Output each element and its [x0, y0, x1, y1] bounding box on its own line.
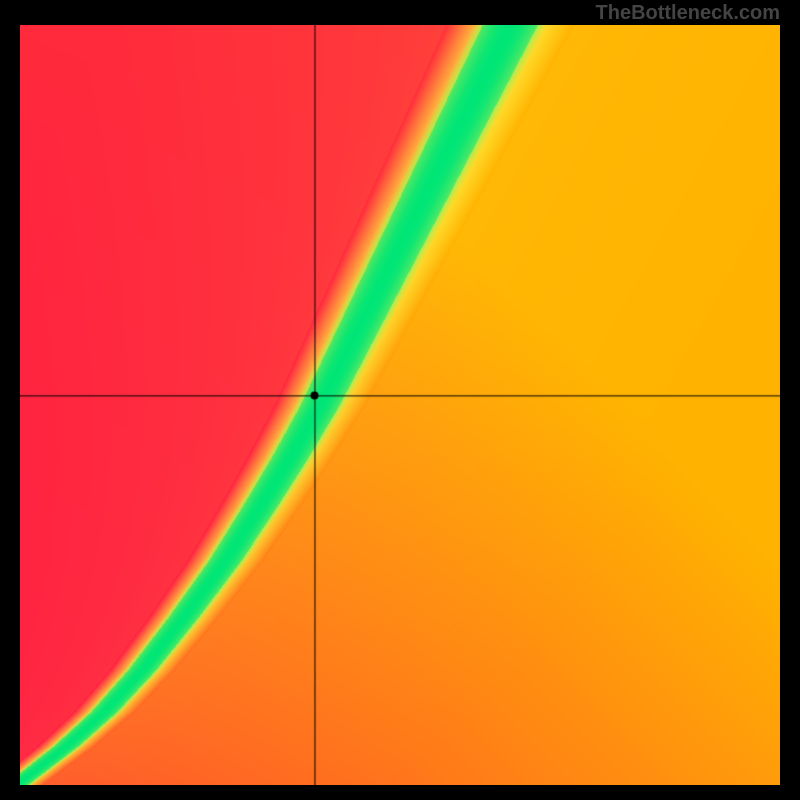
attribution-text: TheBottleneck.com	[596, 2, 780, 25]
bottleneck-heatmap	[20, 25, 780, 785]
